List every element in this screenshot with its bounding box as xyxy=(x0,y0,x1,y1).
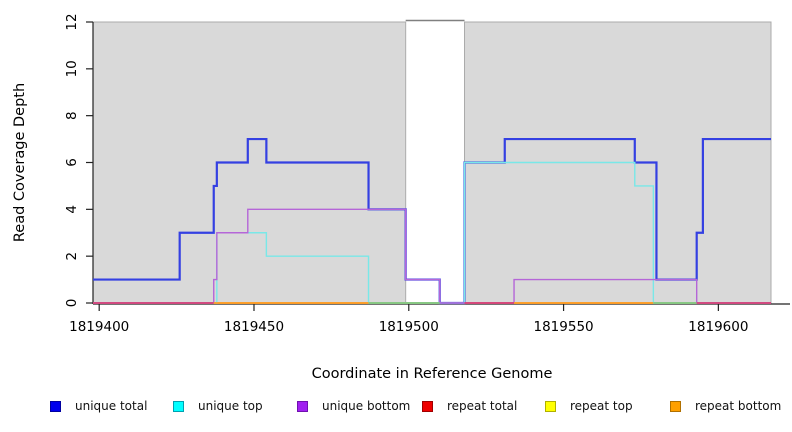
series-unique-bottom xyxy=(93,208,771,304)
legend-item-repeat-total: repeat total xyxy=(422,396,517,416)
legend-swatch-icon xyxy=(545,400,556,412)
y-tick-label: 12 xyxy=(64,13,80,30)
legend-item-repeat-top: repeat top xyxy=(545,396,633,416)
chart-canvas: 1819400 1819450 1819500 1819550 1819600 0 2 4 6 8… xyxy=(12,13,790,382)
y-tick-label: 8 xyxy=(64,111,80,120)
chart-legend: unique total unique top unique bottom re… xyxy=(0,396,792,418)
y-tick-label: 2 xyxy=(64,252,80,261)
legend-item-label: repeat total xyxy=(447,399,518,413)
legend-item-label: unique total xyxy=(75,399,148,413)
legend-item-unique-bottom: unique bottom xyxy=(297,396,410,416)
legend-item-label: unique top xyxy=(198,399,263,413)
y-tick-label: 10 xyxy=(64,60,80,77)
legend-item-unique-total: unique total xyxy=(50,396,147,416)
legend-swatch-icon xyxy=(173,400,184,412)
x-tick-label: 1819600 xyxy=(688,319,748,335)
legend-item-unique-top: unique top xyxy=(173,396,263,416)
legend-swatch-icon xyxy=(297,400,308,412)
y-tick-label: 0 xyxy=(64,299,80,308)
legend-swatch-icon xyxy=(50,400,61,412)
x-axis-title: Coordinate in Reference Genome xyxy=(312,366,553,382)
legend-item-repeat-bottom: repeat bottom xyxy=(670,396,781,416)
legend-swatch-icon xyxy=(670,400,681,412)
legend-item-label: repeat bottom xyxy=(695,399,782,413)
y-tick-label: 6 xyxy=(64,158,80,167)
x-tick-label: 1819450 xyxy=(224,319,284,335)
x-tick-label: 1819550 xyxy=(534,319,594,335)
legend-item-label: repeat top xyxy=(570,399,633,413)
x-tick-label: 1819400 xyxy=(69,319,129,335)
legend-swatch-icon xyxy=(422,400,433,412)
y-axis-title: Read Coverage Depth xyxy=(12,83,28,242)
y-tick-label: 4 xyxy=(64,205,80,214)
legend-item-label: unique bottom xyxy=(322,399,411,413)
x-tick-label: 1819500 xyxy=(379,319,439,335)
